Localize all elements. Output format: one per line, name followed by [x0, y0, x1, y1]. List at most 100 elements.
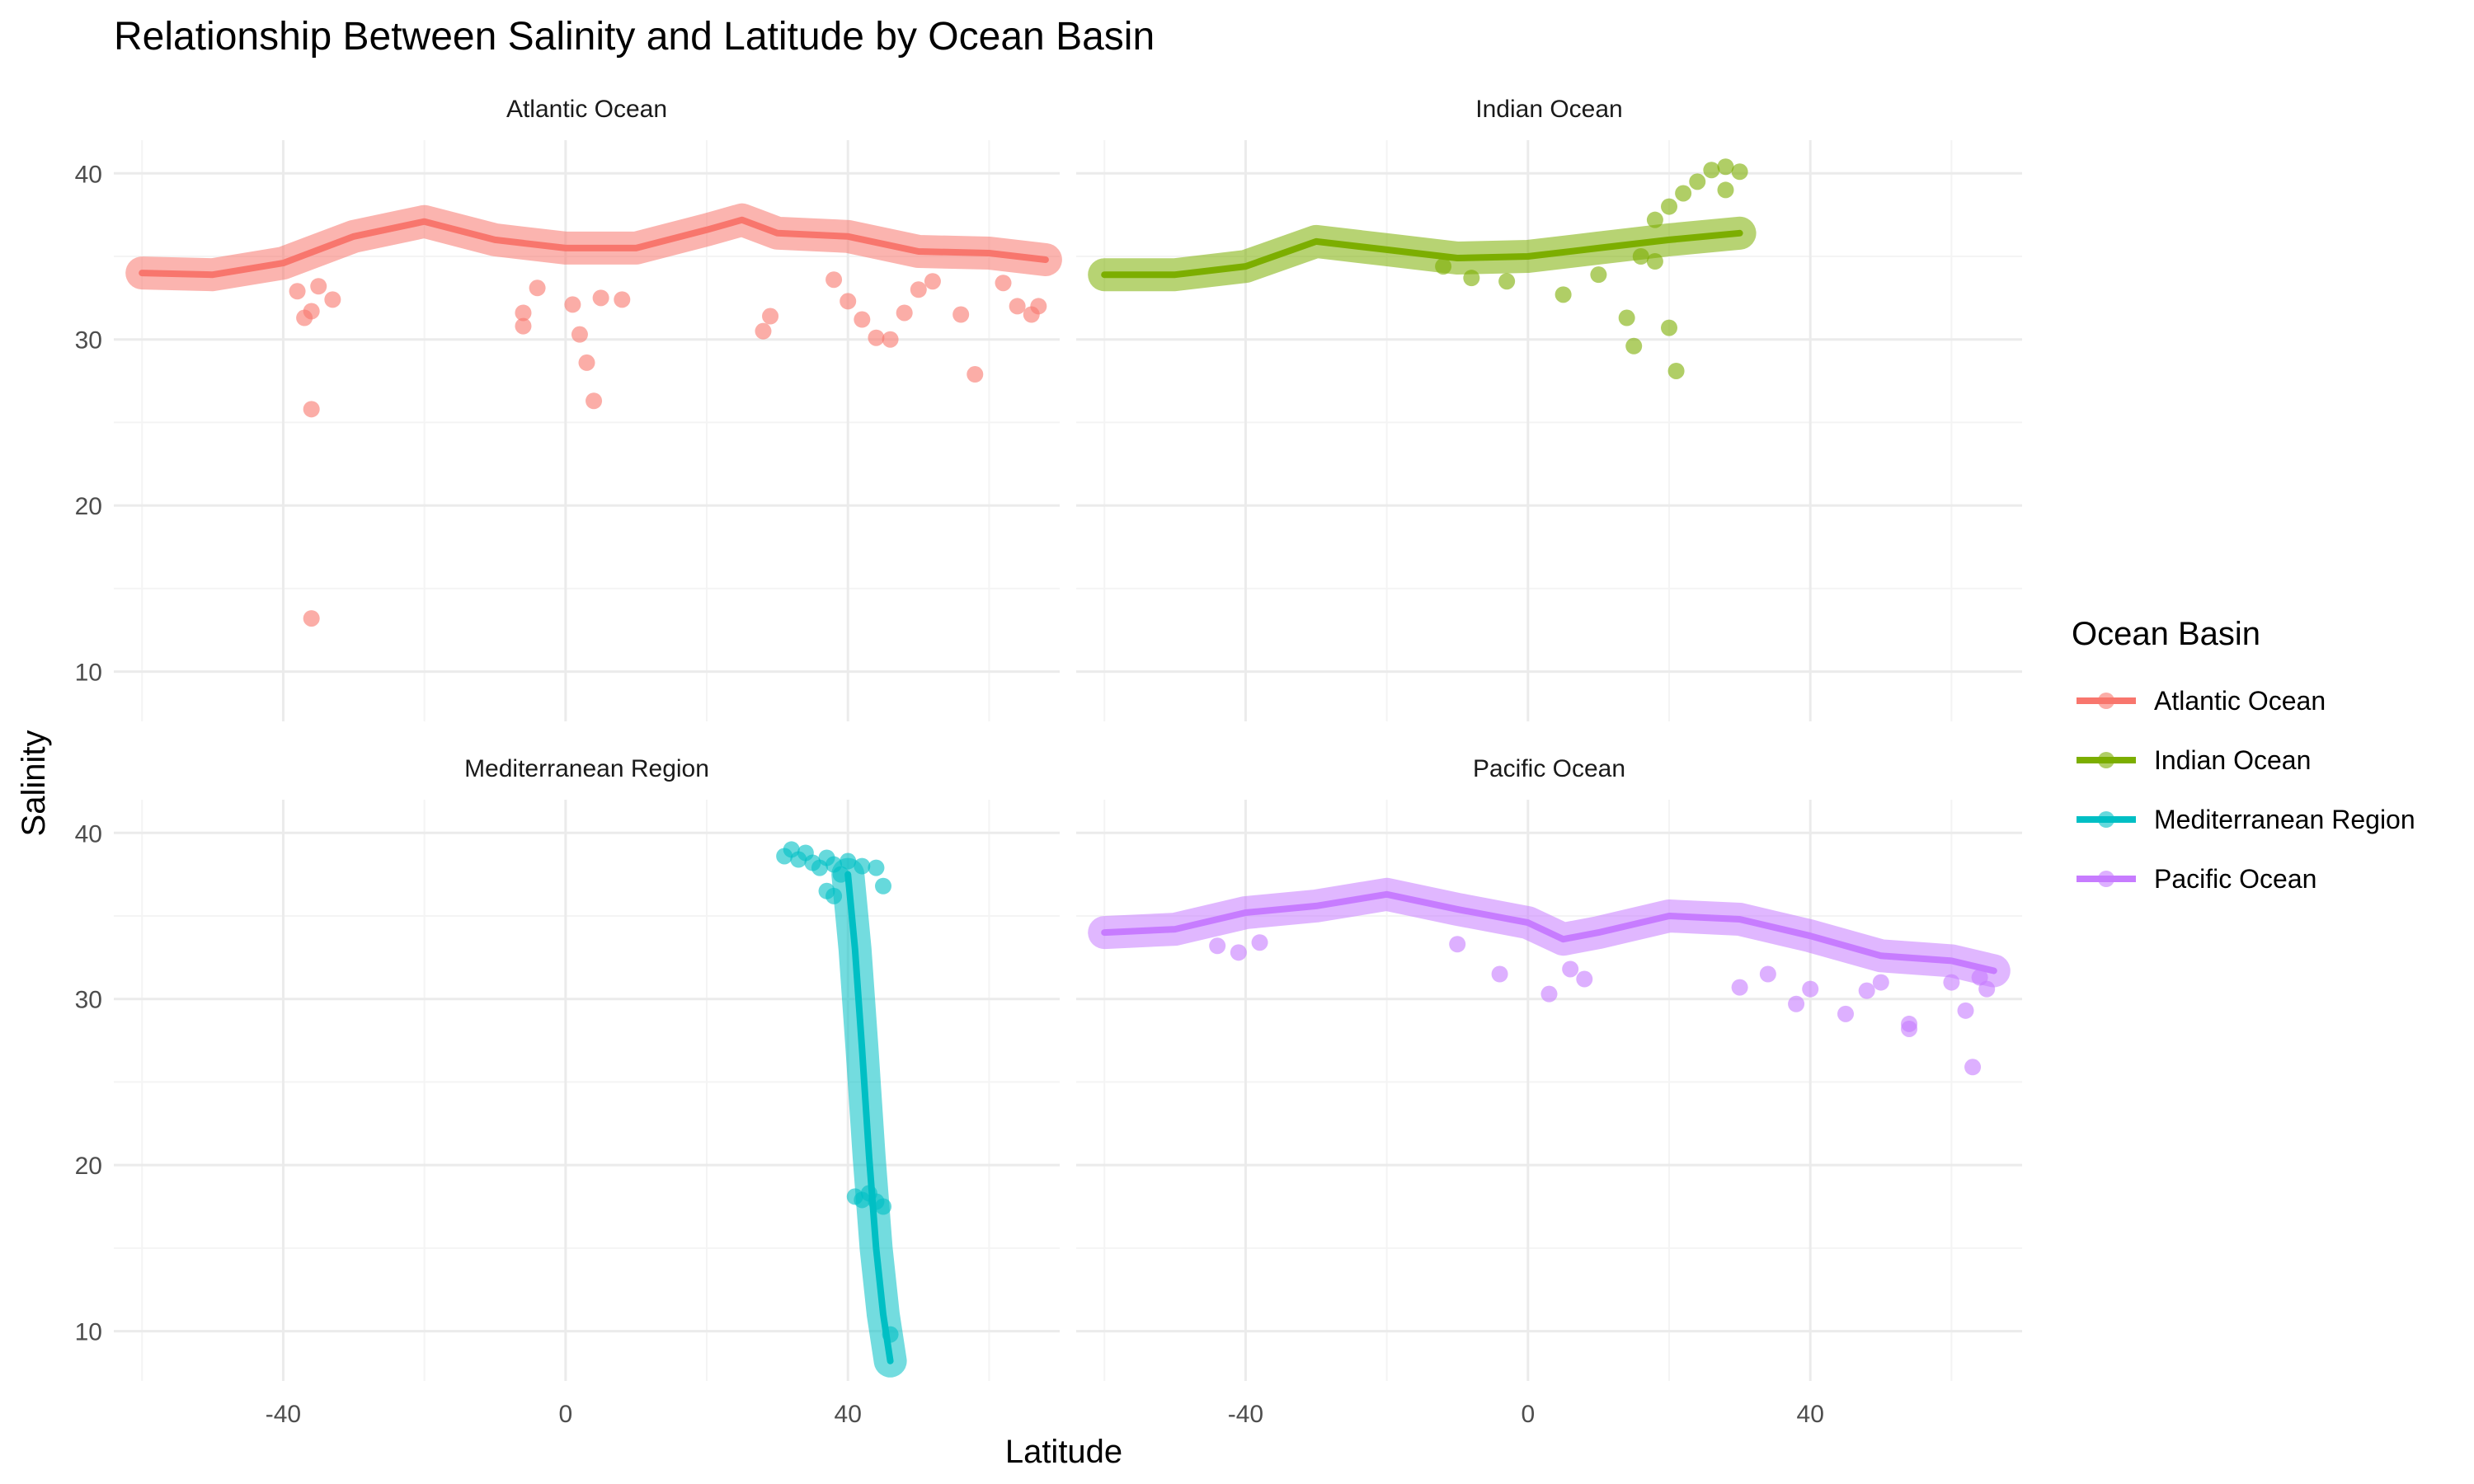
data-point: [571, 326, 588, 343]
data-point: [1802, 980, 1819, 998]
y-tick-label: 10: [75, 660, 102, 687]
data-point: [1435, 258, 1452, 275]
x-tick-label: 40: [1797, 1401, 1824, 1428]
y-tick-label: 30: [75, 327, 102, 355]
x-tick-label: -40: [1228, 1401, 1263, 1428]
data-point: [303, 303, 320, 320]
facet-label: Pacific Ocean: [1473, 755, 1625, 782]
y-tick-label: 40: [75, 820, 102, 848]
trend-line: [139, 216, 1049, 279]
data-point: [1230, 944, 1247, 961]
data-point: [1554, 286, 1572, 303]
data-point: [303, 610, 320, 627]
data-point: [825, 271, 843, 289]
data-point: [854, 857, 871, 875]
facet-label: Indian Ocean: [1475, 96, 1622, 123]
legend-item-atlantic-ocean: Atlantic Ocean: [2077, 686, 2326, 716]
data-point: [854, 311, 871, 328]
facet-pacific-ocean: Pacific Ocean -40 0 40: [1076, 755, 2022, 1428]
data-point: [868, 859, 885, 876]
data-point: [1009, 298, 1026, 315]
facet-label: Atlantic Ocean: [506, 96, 667, 123]
data-point: [1449, 936, 1466, 953]
data-point: [832, 866, 849, 883]
data-point: [1667, 362, 1685, 379]
data-point: [1632, 248, 1649, 265]
legend-key-point: [2098, 871, 2114, 887]
y-tick-label: 20: [75, 493, 102, 520]
data-point: [1872, 974, 1889, 991]
y-tick-label: 40: [75, 161, 102, 188]
data-point: [952, 306, 970, 323]
data-point: [1703, 162, 1720, 179]
trend-line: [844, 871, 894, 1364]
data-point: [840, 852, 857, 870]
data-point: [868, 329, 885, 346]
y-tick-label: 30: [75, 987, 102, 1014]
data-point: [1576, 970, 1593, 988]
legend-item-indian-ocean: Indian Ocean: [2077, 745, 2311, 775]
data-point: [882, 331, 899, 348]
legend-label: Atlantic Ocean: [2154, 686, 2326, 716]
data-point: [515, 304, 532, 322]
y-tick-label: 10: [75, 1319, 102, 1346]
x-axis-title: Latitude: [1005, 1434, 1122, 1470]
data-point: [825, 887, 843, 904]
legend-label: Pacific Ocean: [2154, 864, 2316, 894]
data-point: [1661, 319, 1678, 336]
data-point: [1675, 185, 1692, 202]
data-point: [310, 278, 327, 295]
data-point: [1901, 1020, 1918, 1037]
data-point: [1964, 1059, 1982, 1076]
data-point: [1717, 181, 1734, 199]
legend-key-point: [2098, 811, 2114, 828]
x-tick-label: 40: [835, 1401, 862, 1428]
data-point: [924, 273, 941, 290]
facet-label: Mediterranean Region: [464, 755, 709, 782]
data-point: [967, 366, 984, 383]
legend-item-mediterranean-region: Mediterranean Region: [2077, 805, 2415, 834]
data-point: [289, 283, 306, 300]
data-point: [1646, 211, 1663, 228]
legend-title: Ocean Basin: [2072, 616, 2260, 652]
data-point: [1646, 253, 1663, 270]
facet-atlantic-ocean: Atlantic Ocean 10 20 30 40: [75, 96, 1062, 721]
data-point: [586, 392, 603, 410]
trend-line: [1101, 229, 1743, 279]
legend-label: Mediterranean Region: [2154, 805, 2415, 834]
x-tick-label: -40: [266, 1401, 301, 1428]
gridlines-pacific-ocean: [1076, 800, 2022, 1381]
data-point: [564, 296, 581, 313]
data-point: [1540, 985, 1558, 1003]
legend-item-pacific-ocean: Pacific Ocean: [2077, 864, 2316, 894]
legend-key-point: [2098, 693, 2114, 709]
data-point: [910, 281, 927, 298]
data-point: [592, 289, 609, 307]
data-point: [1562, 960, 1579, 978]
data-point: [1491, 965, 1508, 983]
data-point: [578, 354, 595, 371]
data-point: [1717, 158, 1734, 176]
data-point: [1978, 980, 1996, 998]
x-tick-label: 0: [1521, 1401, 1535, 1428]
x-tick-label: 0: [558, 1401, 572, 1428]
data-point: [875, 877, 892, 895]
legend-label: Indian Ocean: [2154, 745, 2311, 775]
data-point: [755, 322, 772, 340]
data-point: [515, 317, 532, 335]
data-point: [1759, 965, 1776, 983]
data-point: [1957, 1002, 1974, 1019]
data-point: [1209, 937, 1226, 955]
facet-indian-ocean: Indian Ocean: [1076, 96, 2022, 721]
data-point: [614, 291, 631, 308]
data-point: [303, 401, 320, 418]
data-point: [1731, 979, 1748, 996]
data-point: [1858, 982, 1875, 999]
trend-line: [1101, 890, 1997, 974]
y-axis-title: Salinity: [16, 730, 52, 837]
data-point: [1837, 1005, 1855, 1022]
data-point: [1788, 995, 1805, 1012]
data-point: [1618, 309, 1635, 326]
data-point: [762, 308, 779, 325]
